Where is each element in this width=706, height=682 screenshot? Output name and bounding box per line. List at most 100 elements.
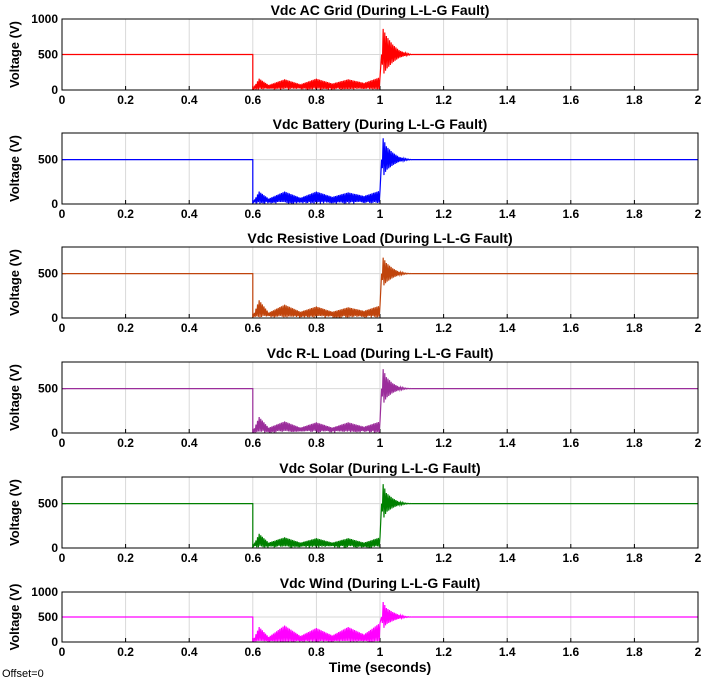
y-axis-label: Voltage (V) xyxy=(7,249,22,316)
x-tick-label: 1.4 xyxy=(499,551,516,565)
panel-4: 0 0.2 0.4 0.6 0.8 1 1.2 1.4 1.6 1.8 2 0 500 Vdc R-L L… xyxy=(7,345,702,450)
x-tick-label: 0.2 xyxy=(117,436,134,450)
series-line xyxy=(62,257,698,319)
x-tick-label: 0.4 xyxy=(181,436,198,450)
x-tick-label: 0.6 xyxy=(244,551,261,565)
y-axis-label: Voltage (V) xyxy=(7,135,22,202)
panel-3: 0 0.2 0.4 0.6 0.8 1 1.2 1.4 1.6 1.8 2 0 500 Vdc Resis… xyxy=(7,230,702,335)
x-tick-label: 1 xyxy=(377,207,384,221)
x-tick-label: 0.6 xyxy=(244,93,261,107)
y-tick-label: 500 xyxy=(38,382,58,396)
x-tick-label: 1.8 xyxy=(626,207,643,221)
x-tick-label: 1.4 xyxy=(499,207,516,221)
series-line xyxy=(62,484,698,549)
panel-title: Vdc Wind (During L-L-G Fault) xyxy=(280,575,481,591)
x-tick-label: 1.6 xyxy=(562,551,579,565)
x-tick-label: 0.2 xyxy=(117,645,134,659)
x-tick-label: 0.6 xyxy=(244,321,261,335)
x-tick-label: 1 xyxy=(377,645,384,659)
x-tick-label: 1.6 xyxy=(562,436,579,450)
panel-title: Vdc R-L Load (During L-L-G Fault) xyxy=(267,345,494,361)
x-tick-label: 1.8 xyxy=(626,321,643,335)
y-axis-label: Voltage (V) xyxy=(7,584,22,651)
x-tick-label: 0.8 xyxy=(308,321,325,335)
x-tick-label: 1.2 xyxy=(435,645,452,659)
offset-label: Offset=0 xyxy=(2,668,44,680)
x-tick-label: 1.2 xyxy=(435,436,452,450)
x-tick-label: 1.4 xyxy=(499,436,516,450)
x-tick-label: 0.2 xyxy=(117,207,134,221)
x-tick-label: 0.4 xyxy=(181,93,198,107)
y-tick-label: 0 xyxy=(51,311,58,325)
x-tick-label: 2 xyxy=(695,436,702,450)
x-tick-label: 0.2 xyxy=(117,321,134,335)
x-tick-label: 0.2 xyxy=(117,93,134,107)
panel-5: 0 0.2 0.4 0.6 0.8 1 1.2 1.4 1.6 1.8 2 0 500 Vdc Solar… xyxy=(7,460,702,565)
panel-title: Vdc Solar (During L-L-G Fault) xyxy=(279,460,480,476)
y-tick-label: 1000 xyxy=(31,12,58,26)
x-tick-label: 1.6 xyxy=(562,207,579,221)
x-tick-label: 0.8 xyxy=(308,551,325,565)
axes-box xyxy=(61,18,699,91)
x-tick-label: 1.2 xyxy=(435,551,452,565)
y-axis-label: Voltage (V) xyxy=(7,364,22,431)
x-axis-label: Time (seconds) xyxy=(329,659,431,675)
x-tick-label: 1.2 xyxy=(435,321,452,335)
x-tick-label: 2 xyxy=(695,321,702,335)
y-tick-label: 0 xyxy=(51,541,58,555)
panel-title: Vdc Battery (During L-L-G Fault) xyxy=(273,116,488,132)
series-line xyxy=(62,601,698,643)
x-tick-label: 1.8 xyxy=(626,436,643,450)
y-tick-label: 0 xyxy=(51,197,58,211)
x-tick-label: 0.8 xyxy=(308,93,325,107)
series-line xyxy=(62,138,698,205)
x-tick-label: 0.8 xyxy=(308,207,325,221)
x-tick-label: 0.4 xyxy=(181,207,198,221)
x-tick-label: 2 xyxy=(695,207,702,221)
y-tick-label: 500 xyxy=(38,48,58,62)
x-tick-label: 2 xyxy=(695,93,702,107)
panel-title: Vdc Resistive Load (During L-L-G Fault) xyxy=(247,230,512,246)
y-tick-label: 500 xyxy=(38,497,58,511)
x-tick-label: 1.6 xyxy=(562,321,579,335)
x-tick-label: 1.8 xyxy=(626,551,643,565)
y-axis-label: Voltage (V) xyxy=(7,479,22,546)
axes-box xyxy=(61,591,699,643)
x-tick-label: 0 xyxy=(59,551,66,565)
x-tick-label: 0.4 xyxy=(181,321,198,335)
axes-box xyxy=(61,246,699,319)
x-tick-label: 0.6 xyxy=(244,207,261,221)
y-tick-label: 500 xyxy=(38,610,58,624)
y-tick-label: 0 xyxy=(51,83,58,97)
x-tick-label: 0.8 xyxy=(308,645,325,659)
panel-1: 0 0.2 0.4 0.6 0.8 1 1.2 1.4 1.6 1.8 2 0 500 1000 Vdc A… xyxy=(7,2,702,107)
y-tick-label: 500 xyxy=(38,153,58,167)
x-tick-label: 0 xyxy=(59,645,66,659)
x-tick-label: 1.4 xyxy=(499,645,516,659)
y-tick-label: 500 xyxy=(38,267,58,281)
x-tick-label: 0.8 xyxy=(308,436,325,450)
x-tick-label: 2 xyxy=(695,645,702,659)
axes-box xyxy=(61,132,699,205)
x-tick-label: 0.6 xyxy=(244,436,261,450)
panel-6: 0 0.2 0.4 0.6 0.8 1 1.2 1.4 1.6 1.8 2 0 500 1000 Vdc W… xyxy=(7,575,702,675)
x-tick-label: 0.6 xyxy=(244,645,261,659)
x-tick-label: 1.6 xyxy=(562,645,579,659)
axes-box xyxy=(61,361,699,434)
y-axis-label: Voltage (V) xyxy=(7,21,22,88)
x-tick-label: 1.4 xyxy=(499,93,516,107)
x-tick-label: 1.2 xyxy=(435,93,452,107)
x-tick-label: 0 xyxy=(59,321,66,335)
y-tick-label: 1000 xyxy=(31,585,58,599)
series-line xyxy=(62,369,698,433)
x-tick-label: 1 xyxy=(377,93,384,107)
x-tick-label: 0 xyxy=(59,93,66,107)
x-tick-label: 1.8 xyxy=(626,645,643,659)
axes-box xyxy=(61,476,699,549)
y-tick-label: 0 xyxy=(51,635,58,649)
x-tick-label: 1 xyxy=(377,436,384,450)
x-tick-label: 1 xyxy=(377,321,384,335)
x-tick-label: 1 xyxy=(377,551,384,565)
panel-2: 0 0.2 0.4 0.6 0.8 1 1.2 1.4 1.6 1.8 2 0 500 Vdc Batte… xyxy=(7,116,702,221)
